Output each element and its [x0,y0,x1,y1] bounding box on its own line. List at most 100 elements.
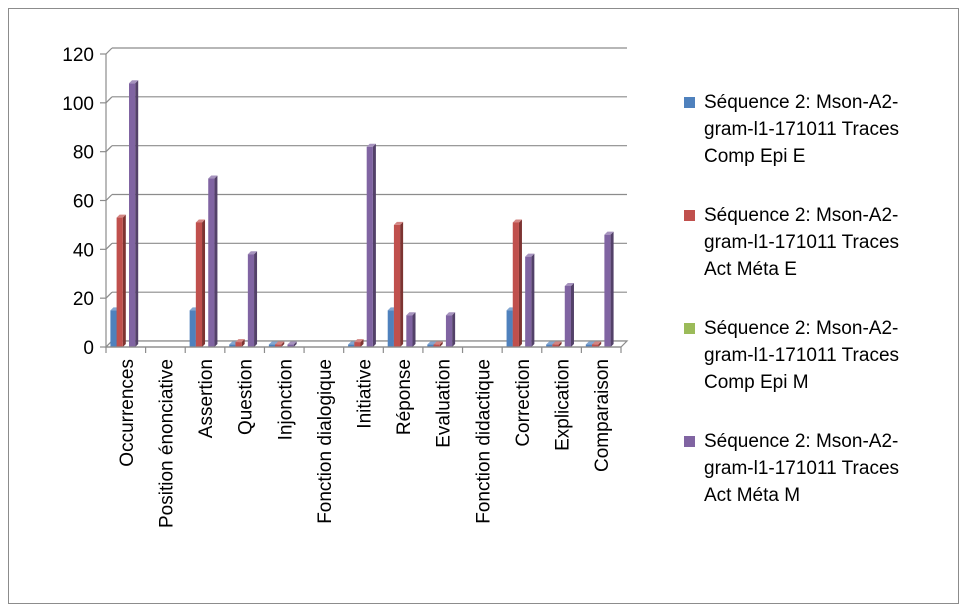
bar-side [122,214,126,347]
bar-side [570,282,574,347]
gridline-side [105,145,113,153]
legend-swatch [684,97,695,108]
legend-entry: Séquence 2: Mson-A2- gram-l1-171011 Trace… [684,431,899,506]
bar [235,339,245,347]
category-label: Position énonciative [156,359,177,528]
bar-front [354,342,361,347]
y-tick-label: 120 [62,45,94,66]
bar-top [445,312,456,316]
bar [287,341,297,347]
bar-front [393,224,401,347]
bar-side [202,219,206,347]
legend-label: Séquence 2: Mson-A2- [704,431,898,452]
bar-side [135,80,139,348]
bar-front [445,315,453,347]
bar-top [433,341,443,345]
bar-side [598,341,602,347]
bar-front [348,344,355,347]
legend-label: Comp Epi E [704,146,805,167]
bar-top [354,339,364,343]
gridline-side [105,96,113,104]
bar-top [552,341,562,345]
bar [591,341,602,347]
bar [525,253,535,347]
bar-side [439,341,443,347]
bar-side [412,312,416,347]
gridline-side [105,47,113,55]
category-label: Question [236,359,257,435]
bar-top [275,341,285,345]
bar-front [247,254,255,347]
bar-side [360,339,364,347]
bar-front [406,315,413,347]
category-label: Explication [553,359,574,451]
chart-frame [8,8,959,604]
category-label: Fonction dialogique [315,359,336,524]
bar-front [268,344,276,347]
bar [129,80,139,348]
y-tick-label: 80 [73,143,94,164]
bar-front [129,83,136,348]
bar-top [546,341,556,345]
bar-side [372,143,376,347]
bar [552,341,562,347]
bar [564,282,574,347]
bar [393,221,404,347]
bar [366,143,376,347]
legend-label: Séquence 2: Mson-A2- [704,318,898,339]
bar [433,341,443,347]
bar-top [208,175,218,179]
y-tick-label: 40 [73,240,94,261]
category-label: Correction [513,359,534,447]
bar-side [241,339,245,347]
bar [275,341,285,347]
bar [247,251,258,347]
bar-front [229,344,236,347]
legend-label: gram-l1-171011 Traces [704,345,899,366]
legend: Séquence 2: Mson-A2- gram-l1-171011 Trace… [684,92,899,506]
gridlines [105,47,627,348]
bar-front [604,234,611,347]
bar-top [591,341,602,345]
bar-front [552,344,559,347]
category-label: Comparaison [592,359,613,472]
bar-side [214,175,218,347]
legend-swatch [684,323,695,334]
bar-top [406,312,416,316]
bar-top [129,80,139,84]
bar-front [189,310,196,347]
category-label: Initiative [355,359,376,429]
category-label: Fonction didactique [473,359,494,524]
category-label: Assertion [196,359,217,438]
bar-front [287,344,294,347]
bar-side [254,251,258,347]
x-axis-category-labels: Occurrences Position énonciative Assertion… [117,359,613,528]
bar-front [585,344,592,347]
bar-top [287,341,297,345]
bar-top [525,253,535,257]
legend-label: Act Méta M [704,485,800,506]
bar-top [564,282,574,286]
bar-front [116,217,123,347]
bar [604,231,614,347]
category-label: Réponse [394,359,415,435]
bar-top [366,143,376,147]
bar-front [208,178,215,347]
y-tick-label: 20 [73,289,94,310]
bar-top [235,339,245,343]
bar [195,219,206,347]
bar-top [195,219,206,223]
bar [445,312,456,347]
bar-front [235,342,242,347]
bar-front [387,310,394,347]
bar-side [293,341,297,347]
bar-side [452,312,456,347]
legend-entry: Séquence 2: Mson-A2- gram-l1-171011 Trace… [684,92,899,167]
bar-side [610,231,614,347]
bar-front [366,146,373,347]
bar [208,175,218,347]
legend-label: Séquence 2: Mson-A2- [704,205,898,226]
legend-swatch [684,436,695,447]
y-tick-label: 0 [83,338,94,359]
